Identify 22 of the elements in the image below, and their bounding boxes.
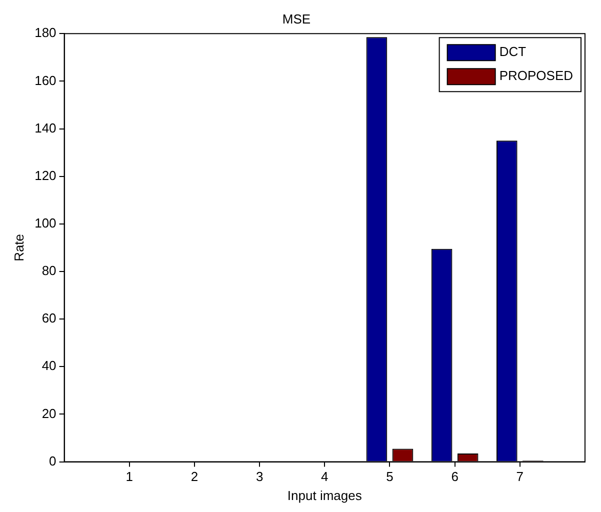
chart-title: MSE: [282, 11, 311, 26]
x-tick-label: 2: [190, 469, 198, 484]
x-tick-label: 6: [451, 469, 458, 484]
x-tick-label: 3: [256, 469, 264, 484]
y-tick-label: 180: [34, 25, 56, 40]
x-axis-title: Input images: [287, 488, 362, 503]
y-tick-label: 100: [34, 215, 56, 230]
y-tick-label: 0: [49, 453, 56, 468]
legend-label: PROPOSED: [499, 68, 574, 84]
y-tick-label: 60: [42, 310, 56, 326]
y-tick-label: 140: [34, 120, 56, 136]
x-tick-label: 5: [386, 469, 394, 484]
y-tick-label: 120: [34, 168, 56, 183]
y-axis-title: Rate: [11, 234, 26, 262]
x-tick-label: 1: [126, 469, 133, 484]
legend-label: DCT: [499, 44, 526, 60]
x-tick-label: 7: [516, 469, 524, 484]
y-tick-label: 80: [42, 263, 56, 278]
y-tick-label: 160: [34, 72, 56, 88]
y-tick-label: 40: [42, 358, 56, 374]
y-tick-label: 20: [42, 406, 56, 421]
x-tick-label: 4: [321, 469, 328, 484]
